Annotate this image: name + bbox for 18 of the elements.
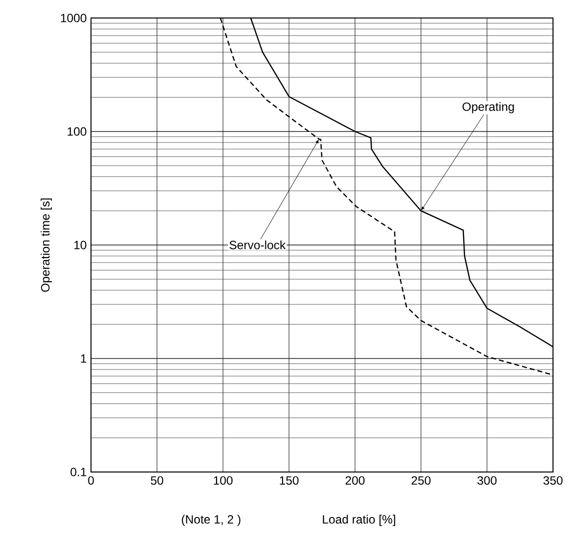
- annotation: Servo-lock: [230, 240, 286, 250]
- x-tick-label: 0: [88, 476, 94, 485]
- y-axis-title: Operation time [s]: [40, 198, 52, 292]
- y-tick-label: 100: [68, 127, 86, 136]
- y-tick-label: 10: [74, 240, 86, 250]
- x-tick-label: 250: [412, 476, 431, 485]
- y-tick-label: 1000: [61, 14, 86, 22]
- x-tick-label: 200: [346, 476, 365, 485]
- y-tick-label: 0.1: [70, 468, 86, 476]
- text: (Note 1, 2 ): [182, 514, 240, 526]
- x-tick-label: 300: [477, 476, 497, 485]
- annotation: Operating: [462, 102, 514, 114]
- x-tick-label: 50: [150, 476, 164, 485]
- x-tick-label: 100: [214, 476, 233, 485]
- x-tick-label: 150: [280, 476, 299, 485]
- x-axis-title: Load ratio [%]: [322, 514, 396, 526]
- y-tick-label: 1: [81, 354, 86, 363]
- x-tick-label: 350: [543, 476, 563, 485]
